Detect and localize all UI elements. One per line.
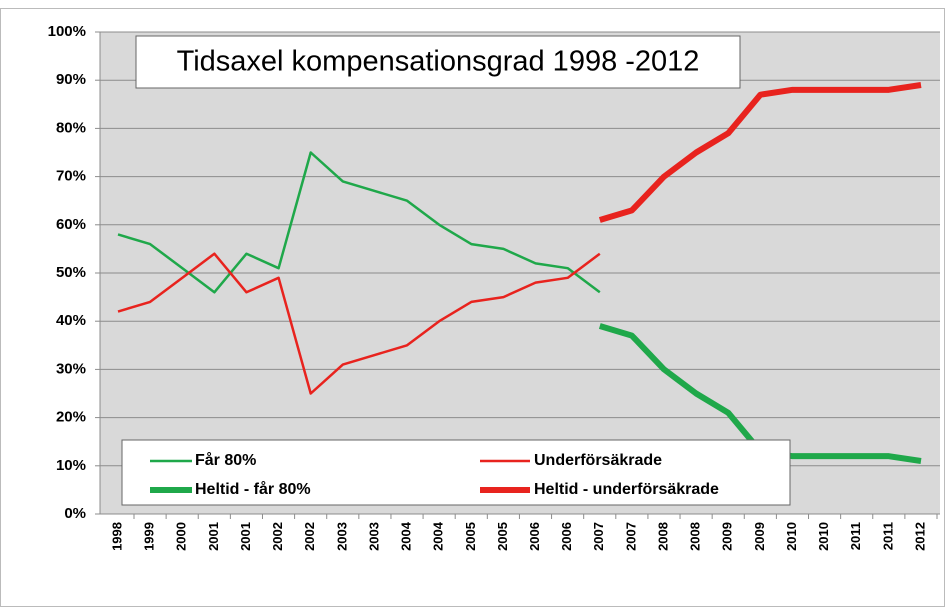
legend-box bbox=[121, 439, 791, 506]
y-tick-label: 0% bbox=[64, 505, 86, 522]
chart-title: Tidsaxel kompensationsgrad 1998 -2012 bbox=[177, 46, 700, 78]
y-tick-label: 100% bbox=[48, 23, 86, 40]
y-tick-label: 10% bbox=[56, 457, 86, 474]
series-line bbox=[117, 151, 601, 294]
x-tick-label: 2006 bbox=[527, 522, 542, 551]
x-tick-label: 2002 bbox=[302, 522, 317, 551]
x-tick-label: 1999 bbox=[142, 522, 157, 551]
y-tick-label: 50% bbox=[56, 264, 86, 281]
y-tick-label: 20% bbox=[56, 409, 86, 426]
x-tick-label: 2008 bbox=[688, 522, 703, 551]
x-tick-label: 2003 bbox=[366, 522, 381, 551]
legend-label: Får 80% bbox=[195, 451, 256, 469]
x-tick-label: 2010 bbox=[816, 522, 831, 551]
x-tick-label: 2005 bbox=[463, 522, 478, 551]
legend-label: Underförsäkrade bbox=[534, 452, 662, 469]
legend-label: Heltid - får 80% bbox=[195, 480, 311, 498]
y-tick-label: 70% bbox=[56, 168, 86, 185]
y-tick-label: 90% bbox=[56, 71, 86, 88]
y-tick-label: 80% bbox=[56, 119, 86, 136]
y-tick-label: 30% bbox=[56, 360, 86, 377]
x-tick-label: 2008 bbox=[655, 522, 670, 551]
x-tick-label: 2009 bbox=[720, 522, 735, 551]
x-tick-label: 2002 bbox=[270, 522, 285, 551]
legend: Får 80% Underförsäkrade Heltid - får 80% He… bbox=[121, 439, 791, 506]
x-tick-label: 2010 bbox=[784, 522, 799, 551]
title-box bbox=[135, 35, 741, 89]
x-tick-label: 2012 bbox=[912, 522, 927, 551]
y-tick-label: 40% bbox=[56, 312, 86, 329]
x-tick-label: 2011 bbox=[848, 522, 863, 550]
grid bbox=[95, 31, 940, 519]
x-tick-label: 2001 bbox=[206, 522, 221, 551]
y-tick-label: 60% bbox=[56, 216, 86, 233]
x-tick-label: 2005 bbox=[495, 522, 510, 551]
x-tick-label: 2007 bbox=[623, 522, 638, 551]
series-line bbox=[598, 82, 922, 223]
x-tick-label: 1998 bbox=[109, 522, 124, 551]
x-tick-label: 2004 bbox=[399, 521, 414, 551]
x-tick-label: 2000 bbox=[174, 522, 189, 551]
x-tick-label: 2011 bbox=[880, 522, 895, 550]
x-tick-label: 2003 bbox=[334, 522, 349, 551]
x-tick-label: 2001 bbox=[238, 522, 253, 551]
x-tick-label: 2004 bbox=[431, 521, 446, 551]
x-tick-label: 2006 bbox=[559, 522, 574, 551]
x-tick-label: 2009 bbox=[752, 522, 767, 551]
legend-label: Heltid - underförsäkrade bbox=[534, 481, 719, 498]
series-line bbox=[117, 252, 601, 395]
x-tick-label: 2007 bbox=[591, 522, 606, 551]
